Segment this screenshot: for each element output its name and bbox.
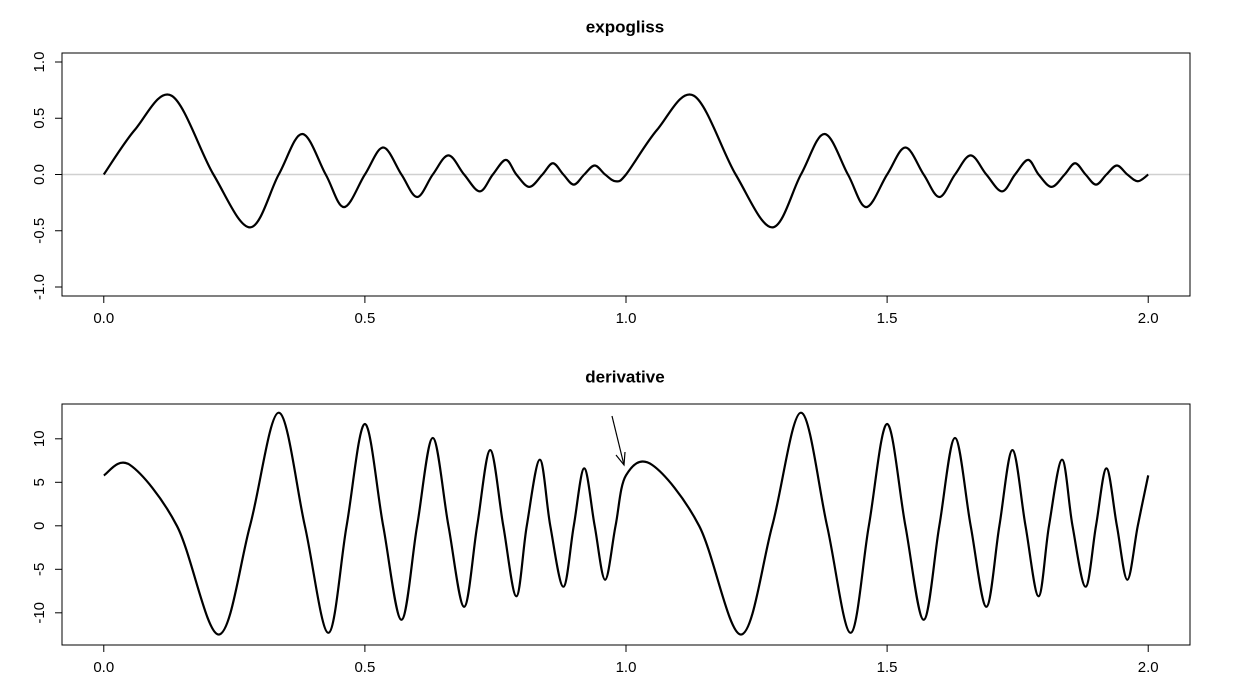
chart-title: expogliss	[586, 17, 664, 36]
y-tick-label: 1.0	[31, 52, 48, 73]
x-tick-label: 1.0	[616, 310, 637, 327]
data-line	[102, 93, 1149, 229]
y-tick-label: 0.0	[31, 164, 48, 185]
y-tick-label: 10	[31, 430, 48, 447]
y-tick-label: -1.0	[31, 274, 48, 300]
y-tick-label: 5	[31, 478, 48, 486]
x-tick-label: 0.5	[354, 659, 375, 676]
x-tick-label: 1.5	[877, 659, 898, 676]
x-tick-label: 0.0	[93, 310, 114, 327]
x-tick-label: 0.0	[93, 659, 114, 676]
chart-title: derivative	[585, 367, 664, 386]
y-tick-label: 0	[31, 522, 48, 530]
x-tick-label: 2.0	[1138, 310, 1159, 327]
annotation-arrow	[611, 415, 626, 467]
y-tick-label: 0.5	[31, 108, 48, 129]
y-tick-label: -10	[31, 602, 48, 624]
x-tick-label: 2.0	[1138, 659, 1159, 676]
data-line	[103, 411, 1150, 636]
y-tick-label: -0.5	[31, 218, 48, 244]
y-tick-label: -5	[31, 563, 48, 576]
x-tick-label: 0.5	[354, 310, 375, 327]
x-tick-label: 1.0	[616, 659, 637, 676]
x-tick-label: 1.5	[877, 310, 898, 327]
